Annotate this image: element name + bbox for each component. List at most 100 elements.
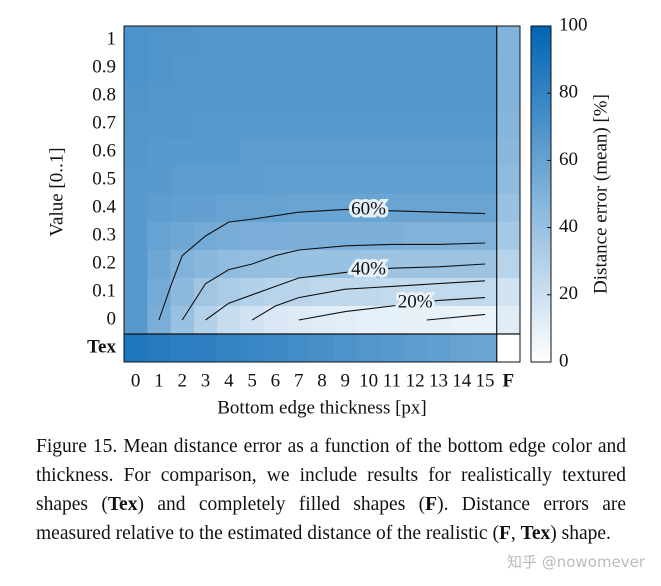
x-tick-label: 5 (247, 370, 257, 391)
cell (263, 26, 288, 55)
caption-text: ). Distance errors are measured relative… (36, 494, 627, 544)
cell (403, 54, 428, 83)
colorbar-title: Distance error (mean) [%] (590, 94, 611, 294)
cell (263, 194, 288, 223)
cell (356, 54, 381, 83)
cell (263, 334, 288, 363)
cell (240, 110, 265, 139)
cell (147, 82, 172, 111)
cell (170, 82, 195, 111)
cell (263, 250, 288, 279)
plot-frame (123, 25, 521, 363)
cell (356, 26, 381, 55)
contour-label: 60% (351, 198, 386, 219)
cell (124, 138, 148, 167)
cell (217, 110, 241, 139)
y-tick-label: 0.3 (92, 224, 116, 245)
cell (124, 54, 148, 83)
cell (473, 278, 498, 307)
cell (496, 250, 521, 279)
cell (287, 26, 311, 55)
cell (124, 334, 148, 363)
cell (287, 250, 311, 279)
cell (217, 82, 241, 111)
caption-text: ) and completely filled shapes ( (137, 494, 426, 515)
cell (193, 334, 218, 363)
cell (240, 278, 265, 307)
cell (217, 250, 241, 279)
caption: Figure 15. Mean distance error as a func… (36, 432, 626, 548)
cell (240, 26, 265, 55)
cell (124, 306, 148, 335)
chart: Bottom edge thickness [px] Value [0..1] … (46, 14, 611, 418)
cell (333, 26, 358, 55)
cell (124, 110, 148, 139)
cell (333, 334, 358, 363)
cell (217, 26, 241, 55)
x-tick-label: 3 (201, 370, 211, 391)
contour-line (251, 280, 486, 321)
cell (193, 166, 218, 195)
cell (403, 26, 428, 55)
caption-text: F (498, 523, 511, 544)
cell (473, 166, 498, 195)
cell (333, 222, 358, 251)
colorbar-tick-label: 40 (559, 216, 578, 237)
cell (310, 334, 335, 363)
contour-line (158, 208, 486, 321)
cell (450, 82, 474, 111)
cell (217, 334, 241, 363)
cell (403, 166, 428, 195)
caption-text: F (425, 494, 438, 515)
cell (170, 194, 195, 223)
cell (380, 222, 405, 251)
cell (287, 334, 311, 363)
cell (124, 166, 148, 195)
colorbar-tick-label: 0 (559, 350, 569, 371)
caption-text: , (510, 523, 521, 544)
y-tick-label: 1 (107, 28, 117, 49)
cell (263, 138, 288, 167)
cell (193, 26, 218, 55)
cell (380, 278, 405, 307)
caption-text: Tex (520, 523, 551, 544)
cell (333, 110, 358, 139)
cell (310, 222, 335, 251)
cell (426, 334, 451, 363)
caption-text: Figure 15. Mean distance error as a func… (36, 436, 626, 515)
cell (263, 82, 288, 111)
cell (380, 26, 405, 55)
cell (287, 222, 311, 251)
cell (356, 250, 381, 279)
cell (380, 138, 405, 167)
x-tick-label: 9 (341, 370, 351, 391)
cell (473, 250, 498, 279)
cell (496, 166, 521, 195)
cell (217, 306, 241, 335)
cell (310, 278, 335, 307)
cell (217, 54, 241, 83)
cell (426, 138, 451, 167)
y-tick-label: 0.1 (92, 280, 116, 301)
cell (124, 26, 148, 55)
colorbar-tick-label: 20 (559, 283, 578, 304)
colorbar (530, 25, 552, 363)
contour-label: 40% (351, 259, 386, 280)
cell (473, 334, 498, 363)
contour-line (298, 297, 486, 321)
cell (356, 82, 381, 111)
cell (426, 110, 451, 139)
cell (356, 166, 381, 195)
x-tick-label: 14 (452, 370, 472, 391)
cell (310, 82, 335, 111)
cell (217, 222, 241, 251)
cell (263, 222, 288, 251)
cell (217, 278, 241, 307)
cell (450, 110, 474, 139)
cell (170, 250, 195, 279)
cell (426, 166, 451, 195)
x-tick-label: 12 (406, 370, 425, 391)
cell (310, 138, 335, 167)
cell (217, 194, 241, 223)
cell (263, 166, 288, 195)
